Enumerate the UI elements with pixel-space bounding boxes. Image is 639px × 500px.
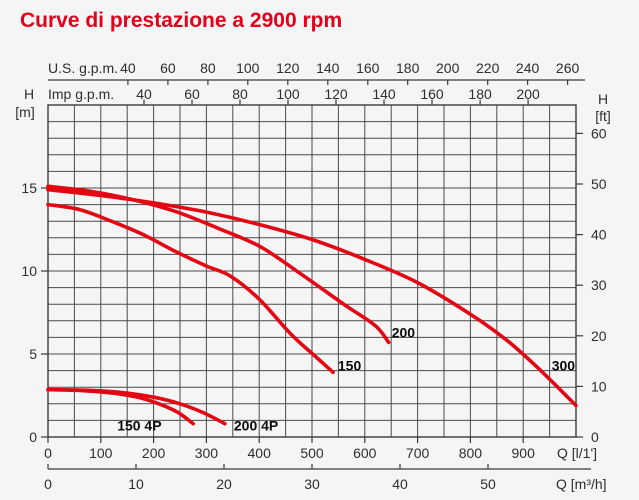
axis-ft-tick-label: 10 [591,378,607,394]
axis-m-tick-label: 0 [29,429,37,445]
axis-m-tick-label: 5 [29,346,37,362]
axis-usgpm-tick-label: 220 [476,60,500,76]
axis-m3h-tick-label: 30 [304,476,320,492]
axis-ft-tick-label: 40 [591,227,607,243]
axis-ft-unit: [ft] [595,108,611,124]
axis-m-letter: H [24,86,34,102]
axis-usgpm-tick-label: 100 [236,60,260,76]
curve-150 [46,202,335,375]
axis-impgpm-tick-label: 160 [420,86,444,102]
axis-m3h-tick-label: 0 [44,476,52,492]
axis-m3h-tick-label: 40 [392,476,408,492]
axis-impgpm [143,99,529,105]
page-title: Curve di prestazione a 2900 rpm [20,9,343,32]
curve-label-300: 300 [552,358,576,374]
curve-label-200-4p: 200 4P [234,417,278,433]
axis-usgpm-tick-label: 240 [516,60,540,76]
axis-lpm-title: Q [l/1'] [557,445,597,461]
axis-lpm-tick-label: 900 [512,445,536,461]
axis-m-tick-label: 10 [21,263,37,279]
curve-label-200: 200 [392,324,416,340]
axis-ft-tick-label: 50 [591,176,607,192]
curve-label-150: 150 [338,358,362,374]
axis-ft-tick-label: 0 [591,429,599,445]
grid [47,104,577,438]
curve-200 [46,184,391,345]
axis-usgpm-tick-label: 40 [120,60,136,76]
axis-impgpm-tick-label: 200 [516,86,540,102]
axis-ft-letter: H [598,91,608,107]
axis-usgpm-tick-label: 260 [556,60,580,76]
axis-usgpm-tick-label: 60 [160,60,176,76]
axis-usgpm [48,79,585,85]
axis-impgpm-title: Imp g.p.m. [48,86,114,102]
axis-lpm-tick-label: 600 [353,445,377,461]
axis-m3h-tick-label: 10 [128,476,144,492]
axis-m-unit: [m] [15,104,34,120]
axis-impgpm-tick-label: 180 [468,86,492,102]
axis-usgpm-tick-label: 120 [276,60,300,76]
axis-lpm-tick-label: 0 [44,445,52,461]
axis-impgpm-tick-label: 100 [276,86,300,102]
axis-usgpm-tick-label: 200 [436,60,460,76]
axis-ft-tick-label: 60 [591,125,607,141]
axis-ft-tick-label: 30 [591,277,607,293]
curve-200-4p [46,387,227,426]
axis-impgpm-tick-label: 80 [232,86,248,102]
axis-usgpm-tick-label: 180 [396,60,420,76]
axis-lpm-tick-label: 700 [406,445,430,461]
axis-m3h-tick-label: 50 [480,476,496,492]
axis-impgpm-tick-label: 40 [136,86,152,102]
axis-lpm-tick-label: 500 [300,445,324,461]
axis-lpm-tick-label: 800 [459,445,483,461]
axis-lpm-tick-label: 400 [248,445,272,461]
axis-impgpm-tick-label: 120 [324,86,348,102]
axis-ft-tick-label: 20 [591,328,607,344]
axis-usgpm-tick-label: 160 [356,60,380,76]
axis-m3h-title: Q [m³/h] [556,476,607,492]
axis-lpm-tick-label: 300 [195,445,219,461]
axis-lpm-tick-label: 100 [89,445,113,461]
axis-usgpm-title: U.S. g.p.m. [48,60,118,76]
curve-300 [46,187,578,408]
axis-usgpm-tick-label: 80 [200,60,216,76]
axis-usgpm-tick-label: 140 [316,60,340,76]
axis-m3h-tick-label: 20 [216,476,232,492]
axis-impgpm-tick-label: 140 [372,86,396,102]
axis-m-tick-label: 15 [21,180,37,196]
curve-label-150-4p: 150 4P [117,417,161,433]
axis-impgpm-tick-label: 60 [184,86,200,102]
axis-lpm-tick-label: 200 [142,445,166,461]
